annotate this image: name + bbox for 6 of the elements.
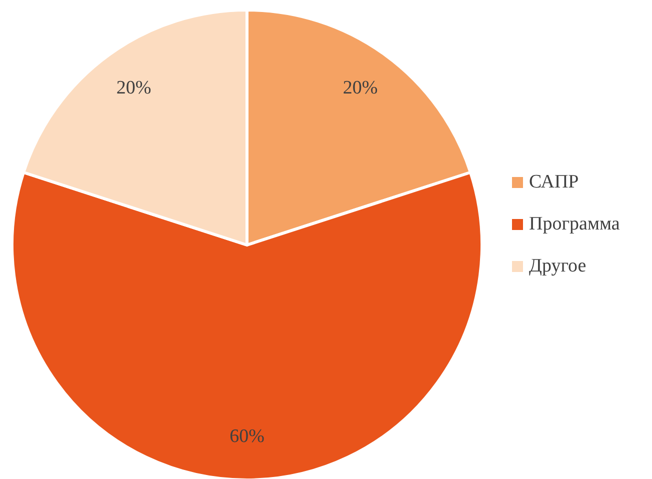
legend-label: Программа (529, 213, 620, 234)
legend-label: Другое (529, 255, 586, 276)
data-label: 20% (116, 77, 152, 98)
data-label: 60% (230, 426, 265, 448)
data-label: 20% (342, 77, 378, 98)
legend-label: САПР (529, 171, 579, 192)
